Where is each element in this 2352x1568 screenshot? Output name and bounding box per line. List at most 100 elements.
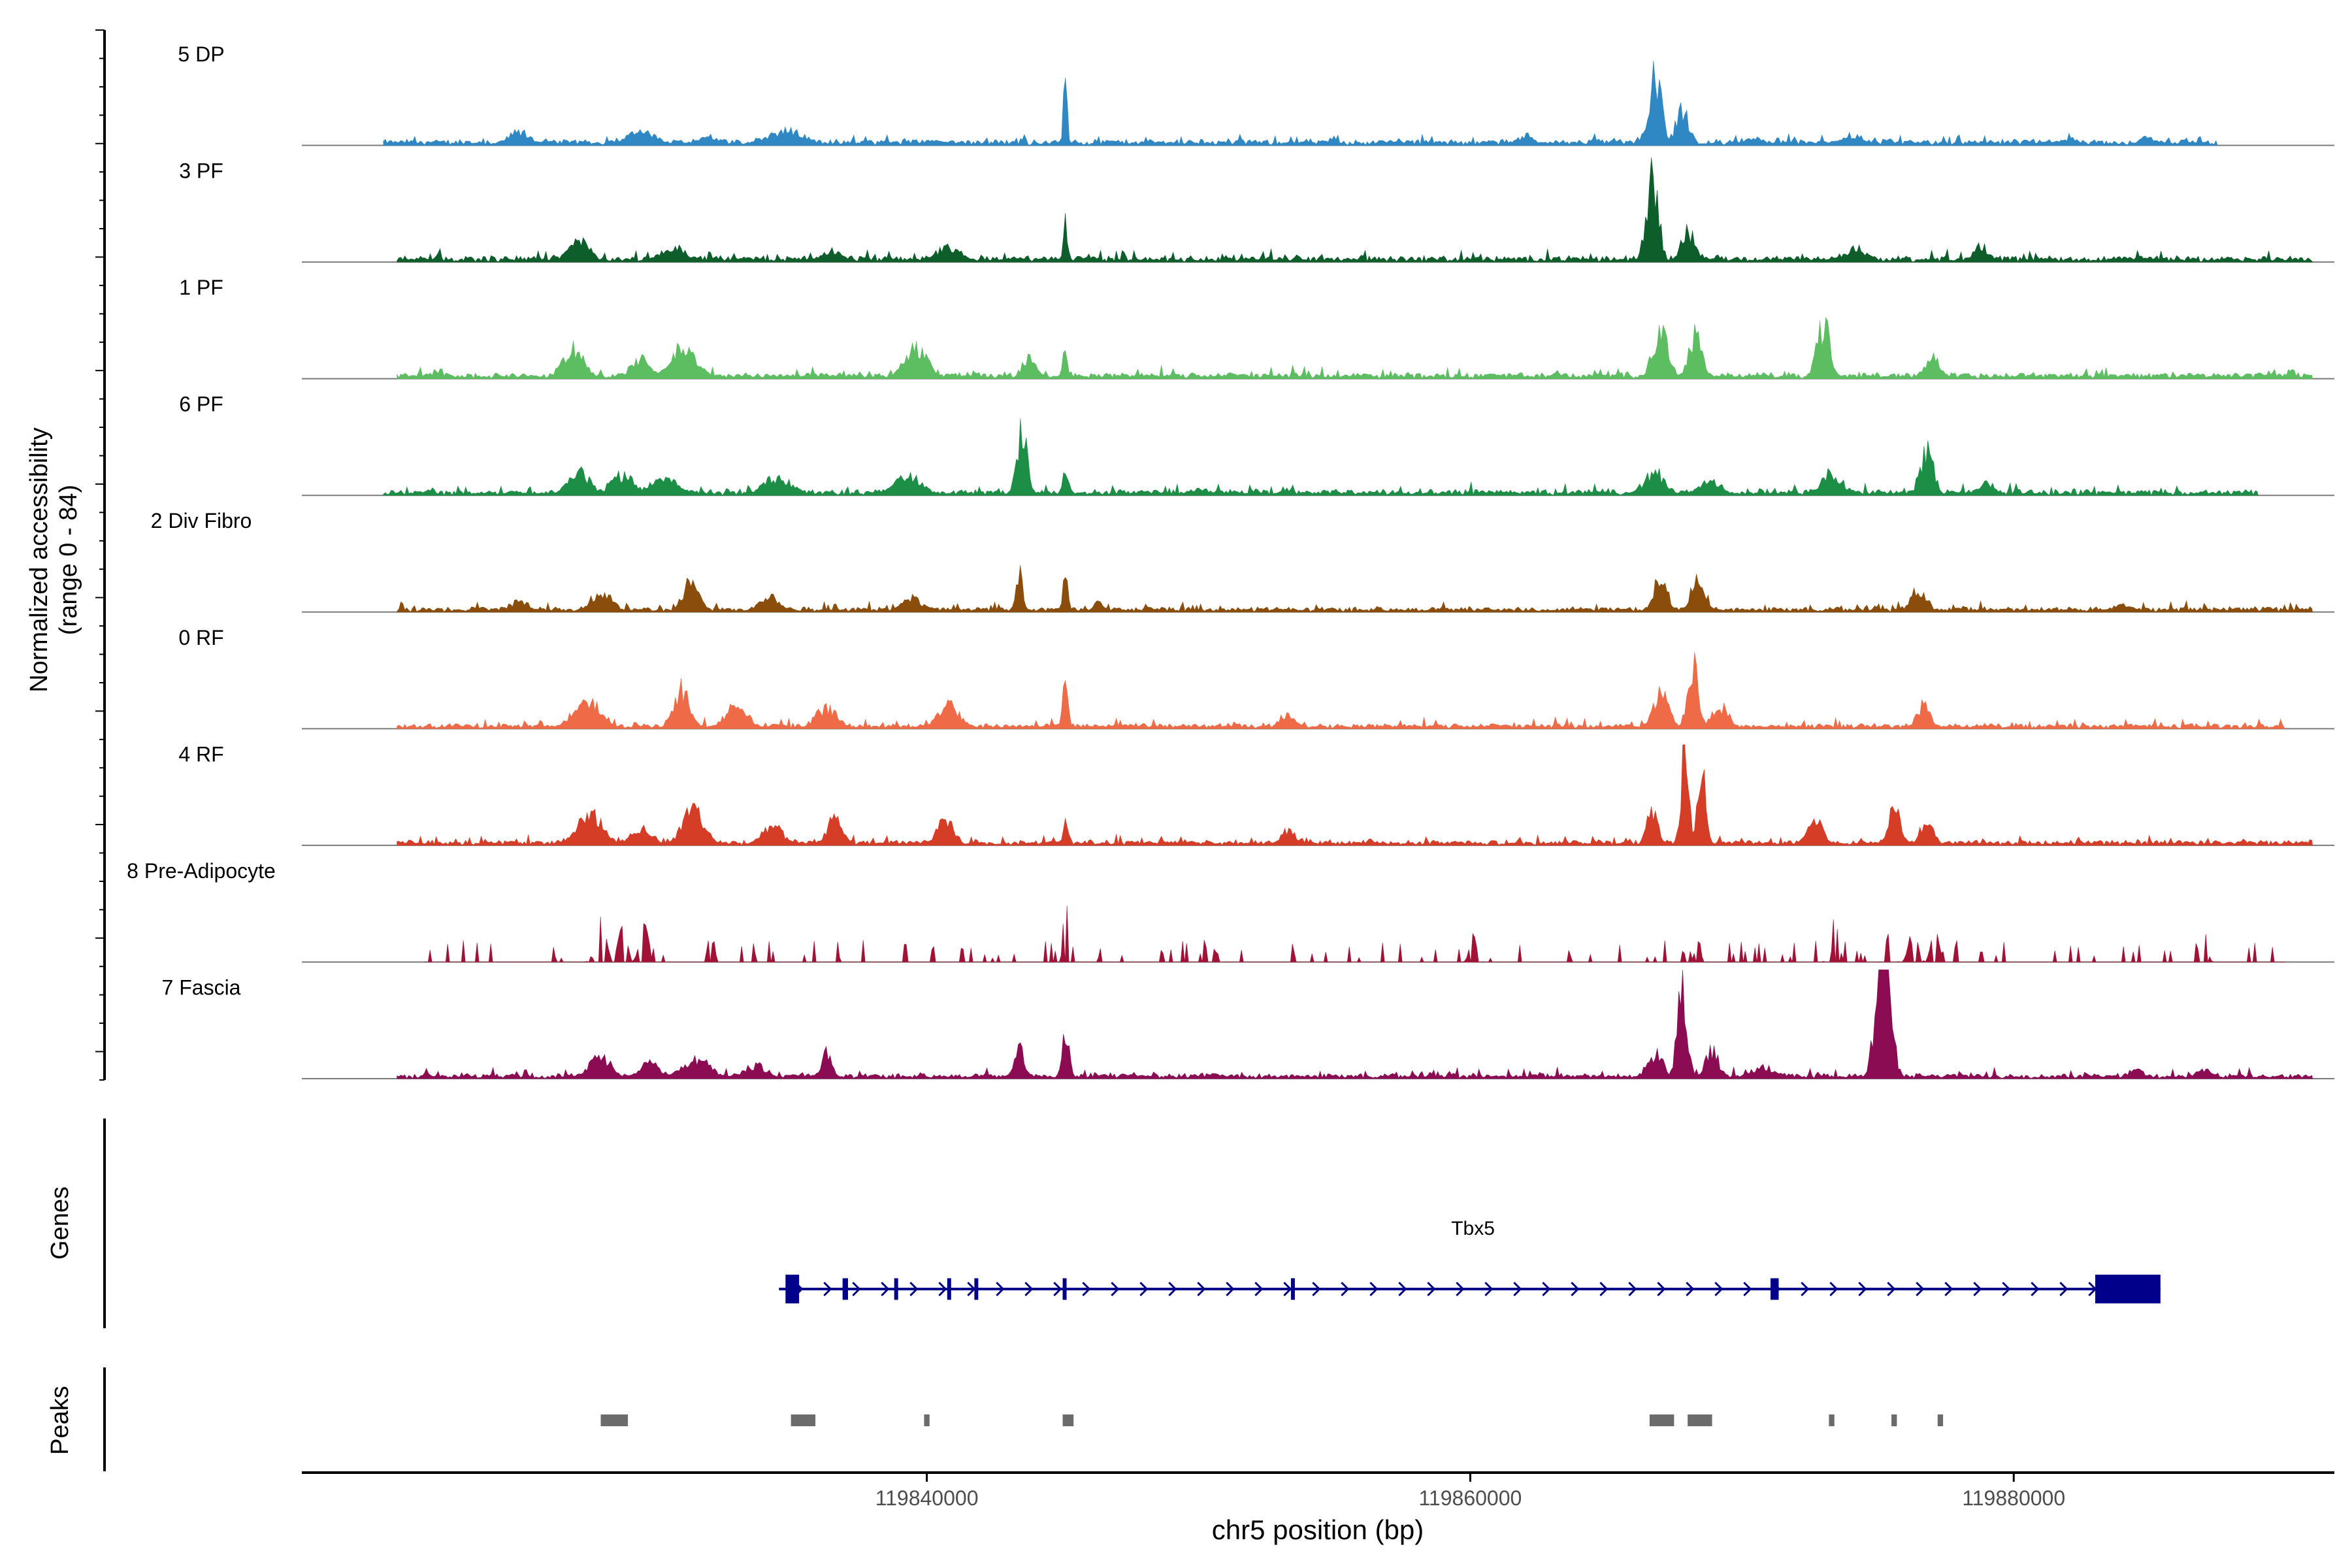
strand-arrow <box>1829 1281 1838 1297</box>
strand-arrow <box>1369 1281 1379 1297</box>
strand-arrow <box>1111 1281 1120 1297</box>
strand-arrow <box>1599 1281 1609 1297</box>
track-label: 4 RF <box>178 742 223 766</box>
strand-arrow <box>1513 1281 1522 1297</box>
strand-arrow <box>1887 1281 1896 1297</box>
strand-arrow <box>1714 1281 1723 1297</box>
peaks-panel: Peaks <box>46 1367 1944 1471</box>
y-axis-title-line1: Normalized accessibility <box>25 427 53 692</box>
coverage-area <box>397 316 2313 380</box>
strand-arrow <box>1024 1281 1034 1297</box>
gene-exon <box>894 1278 898 1300</box>
strand-arrow <box>1139 1281 1149 1297</box>
track-label: 7 Fascia <box>162 975 241 999</box>
coverage-area <box>397 744 2313 846</box>
strand-arrow <box>967 1281 976 1297</box>
x-axis-tick-label: 119840000 <box>875 1486 979 1510</box>
strand-arrow <box>1312 1281 1321 1297</box>
track-1-pf: 1 PF <box>179 276 2334 380</box>
peak-region <box>1891 1414 1897 1426</box>
strand-arrow <box>2059 1281 2068 1297</box>
peaks-panel-label: Peaks <box>46 1386 74 1455</box>
coverage-area <box>397 157 2313 263</box>
gene-label: Tbx5 <box>1451 1218 1495 1239</box>
track-label: 3 PF <box>179 159 223 183</box>
strand-arrow <box>1168 1281 1177 1297</box>
coverage-area <box>397 970 2313 1079</box>
gene-exon <box>842 1278 848 1300</box>
x-axis: chr5 position (bp) 119840000 119860000 119… <box>302 1471 2334 1545</box>
strand-arrow <box>1456 1281 1465 1297</box>
strand-arrow <box>1973 1281 1982 1297</box>
track-5-dp: 5 DP <box>178 42 2334 146</box>
gene-exon <box>1290 1278 1295 1300</box>
coverage-area <box>397 565 2313 613</box>
track-8-pre-adipocyte: 8 Pre-Adipocyte <box>127 859 2334 963</box>
strand-arrow <box>1686 1281 1695 1297</box>
peak-region <box>791 1414 816 1426</box>
strand-arrow <box>1743 1281 1752 1297</box>
strand-arrow <box>1341 1281 1350 1297</box>
coverage-y-axis <box>95 29 106 1081</box>
gene-models: Tbx5 <box>779 1218 2161 1303</box>
track-label: 8 Pre-Adipocyte <box>127 859 276 883</box>
peak-region <box>1937 1414 1944 1426</box>
coverage-area <box>397 652 2286 729</box>
genes-panel-label: Genes <box>46 1186 74 1260</box>
strand-arrow <box>881 1281 890 1297</box>
peak-region <box>1062 1414 1074 1426</box>
track-6-pf: 6 PF <box>179 393 2334 497</box>
gene-exon <box>1770 1278 1779 1300</box>
track-2-div-fibro: 2 Div Fibro <box>151 509 2334 613</box>
y-axis-title: Normalized accessibility (range 0 - 84) <box>25 427 82 692</box>
strand-arrow <box>823 1281 832 1297</box>
strand-arrow <box>1858 1281 1867 1297</box>
strand-arrow <box>996 1281 1005 1297</box>
gene-exon <box>2095 1275 2161 1303</box>
track-0-rf: 0 RF <box>178 626 2334 730</box>
x-axis-tick-label: 119860000 <box>1419 1486 1522 1510</box>
track-4-rf: 4 RF <box>178 742 2334 846</box>
strand-arrow <box>1226 1281 1235 1297</box>
strand-arrow <box>938 1281 947 1297</box>
strand-arrow <box>1254 1281 1264 1297</box>
peak-region <box>1829 1414 1835 1426</box>
strand-arrow <box>909 1281 919 1297</box>
strand-arrow <box>1542 1281 1551 1297</box>
gene-tbx5: Tbx5 <box>779 1218 2161 1303</box>
coverage-area <box>424 906 2286 963</box>
strand-arrow <box>1197 1281 1206 1297</box>
strand-arrow <box>1657 1281 1666 1297</box>
strand-arrow <box>1283 1281 1292 1297</box>
coverage-tracks: 5 DP 3 PF 1 PF 6 PF 2 Div Fibro 0 RF 4 RF 8 Pre… <box>127 42 2334 1079</box>
peak-region <box>600 1414 629 1426</box>
track-label: 6 PF <box>179 393 223 416</box>
coverage-area <box>383 60 2218 146</box>
gene-exon <box>947 1278 951 1300</box>
strand-arrow <box>1484 1281 1494 1297</box>
track-label: 5 DP <box>178 42 224 66</box>
strand-arrow <box>2031 1281 2040 1297</box>
strand-arrow <box>1944 1281 1953 1297</box>
peak-regions <box>600 1414 1944 1426</box>
peak-region <box>1688 1414 1712 1426</box>
y-axis-title-line2: (range 0 - 84) <box>55 485 82 635</box>
strand-arrow <box>1916 1281 1925 1297</box>
gene-exon <box>785 1275 800 1303</box>
x-axis-tick-label: 119880000 <box>1962 1486 2065 1510</box>
strand-arrow <box>1082 1281 1091 1297</box>
genes-panel: Genes Tbx5 <box>46 1119 2161 1328</box>
gene-exon <box>974 1278 979 1300</box>
x-axis-title: chr5 position (bp) <box>1212 1514 1424 1545</box>
track-7-fascia: 7 Fascia <box>162 970 2334 1079</box>
strand-arrow <box>1628 1281 1637 1297</box>
strand-arrow <box>1801 1281 1810 1297</box>
strand-arrow <box>2002 1281 2011 1297</box>
coverage-area <box>383 418 2259 496</box>
strand-arrow <box>1053 1281 1062 1297</box>
strand-arrow <box>1427 1281 1436 1297</box>
strand-arrow <box>852 1281 861 1297</box>
peak-region <box>924 1414 930 1426</box>
track-label: 0 RF <box>178 626 223 649</box>
